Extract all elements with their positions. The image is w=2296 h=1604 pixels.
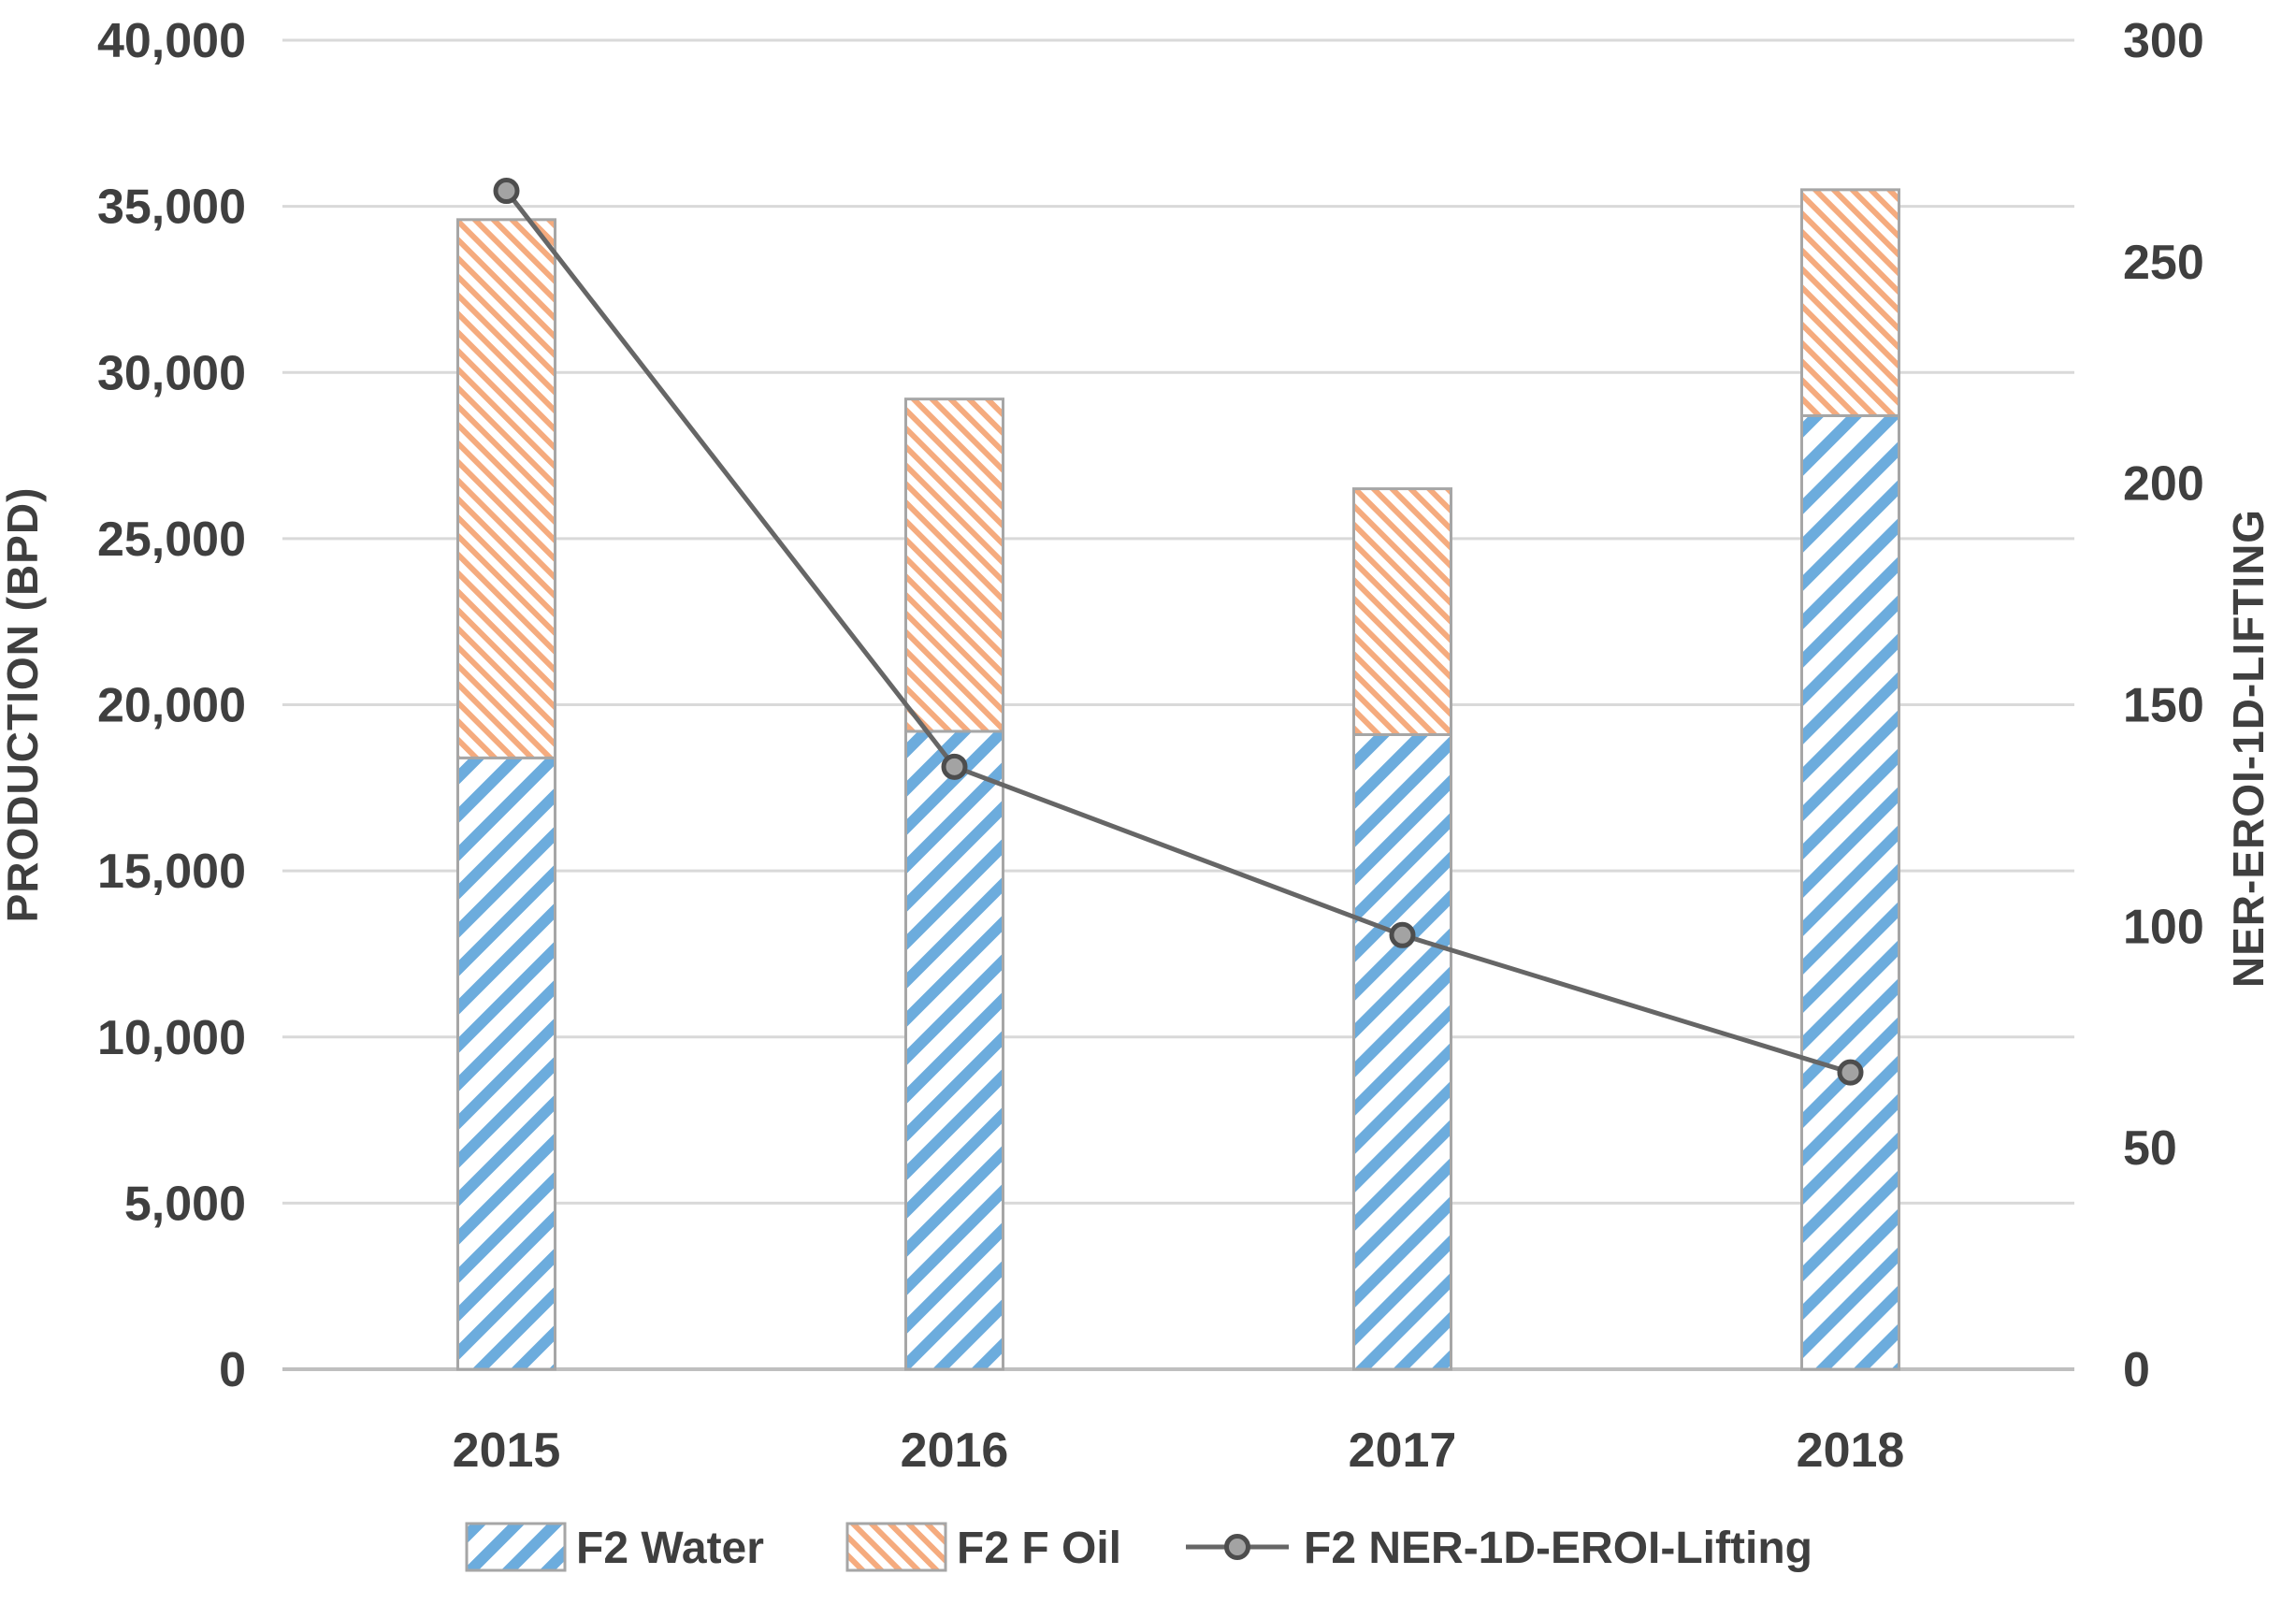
bar-segment-oil <box>1352 487 1452 736</box>
stacked-bar-2016 <box>904 397 1004 1371</box>
right-axis-tick-label: 50 <box>2123 1121 2177 1176</box>
bar-segment-water <box>1352 732 1452 1371</box>
legend-swatch-water <box>465 1522 567 1572</box>
gridlines-group <box>282 38 2074 1371</box>
right-axis-tick-label: 250 <box>2123 236 2204 290</box>
bar-segment-water <box>904 730 1004 1371</box>
legend-label-oil: F2 F Oil <box>957 1524 1121 1573</box>
left-axis-tick-label: 10,000 <box>97 1011 246 1065</box>
line-series-group <box>493 178 1864 1086</box>
stacked-bar-2018 <box>1800 188 1900 1371</box>
left-axis-tick-label: 25,000 <box>97 513 246 567</box>
bar-segment-oil <box>1800 188 1900 417</box>
right-axis-title: NER-EROI-1D-LIFTING <box>2224 509 2273 988</box>
stacked-bar-2017 <box>1352 487 1452 1371</box>
x-axis-category-label: 2018 <box>1797 1423 1905 1478</box>
left-axis-tick-label: 20,000 <box>97 679 246 733</box>
x-axis-category-label: 2016 <box>901 1423 1009 1478</box>
ner-line-marker-2015 <box>493 178 520 205</box>
ner-line <box>504 189 1852 1076</box>
bar-segment-oil <box>904 397 1004 733</box>
legend-line-marker <box>1224 1534 1250 1560</box>
left-axis-title: PRODUCTION (BPD) <box>0 487 47 923</box>
ner-line-marker-2017 <box>1389 921 1416 948</box>
legend-swatch-oil <box>845 1522 947 1572</box>
left-axis-tick-label: 30,000 <box>97 346 246 400</box>
axes-group: 0 5,000 10,000 15,000 20,000 25,000 30,000 35,0… <box>0 14 2273 1478</box>
right-axis-tick-label: 200 <box>2123 457 2204 512</box>
x-axis-category-label: 2017 <box>1349 1423 1457 1478</box>
right-axis-tick-label: 100 <box>2123 900 2204 954</box>
stacked-bar-2015 <box>456 218 556 1371</box>
legend-group: F2 Water F2 F Oil F2 NER-1D-EROI-Lifting <box>465 1522 1812 1573</box>
bar-segment-water <box>1800 413 1900 1371</box>
left-axis-tick-label: 35,000 <box>97 181 246 235</box>
bars-group <box>456 188 1900 1371</box>
ner-line-marker-2018 <box>1837 1059 1864 1086</box>
right-axis-tick-label: 150 <box>2123 679 2204 733</box>
bar-segment-oil <box>456 218 556 759</box>
legend-label-ner: F2 NER-1D-EROI-Lifting <box>1304 1524 1812 1573</box>
bar-segment-water <box>456 756 556 1371</box>
right-axis-tick-label: 300 <box>2123 14 2204 68</box>
x-axis-category-label: 2015 <box>453 1423 561 1478</box>
legend-label-water: F2 Water <box>576 1524 764 1573</box>
right-axis-tick-label: 0 <box>2123 1343 2150 1397</box>
left-axis-tick-label: 40,000 <box>97 14 246 68</box>
left-axis-tick-label: 5,000 <box>124 1177 246 1231</box>
left-axis-tick-label: 15,000 <box>97 845 246 899</box>
left-axis-tick-label: 0 <box>219 1343 246 1397</box>
ner-line-marker-2016 <box>941 753 968 780</box>
